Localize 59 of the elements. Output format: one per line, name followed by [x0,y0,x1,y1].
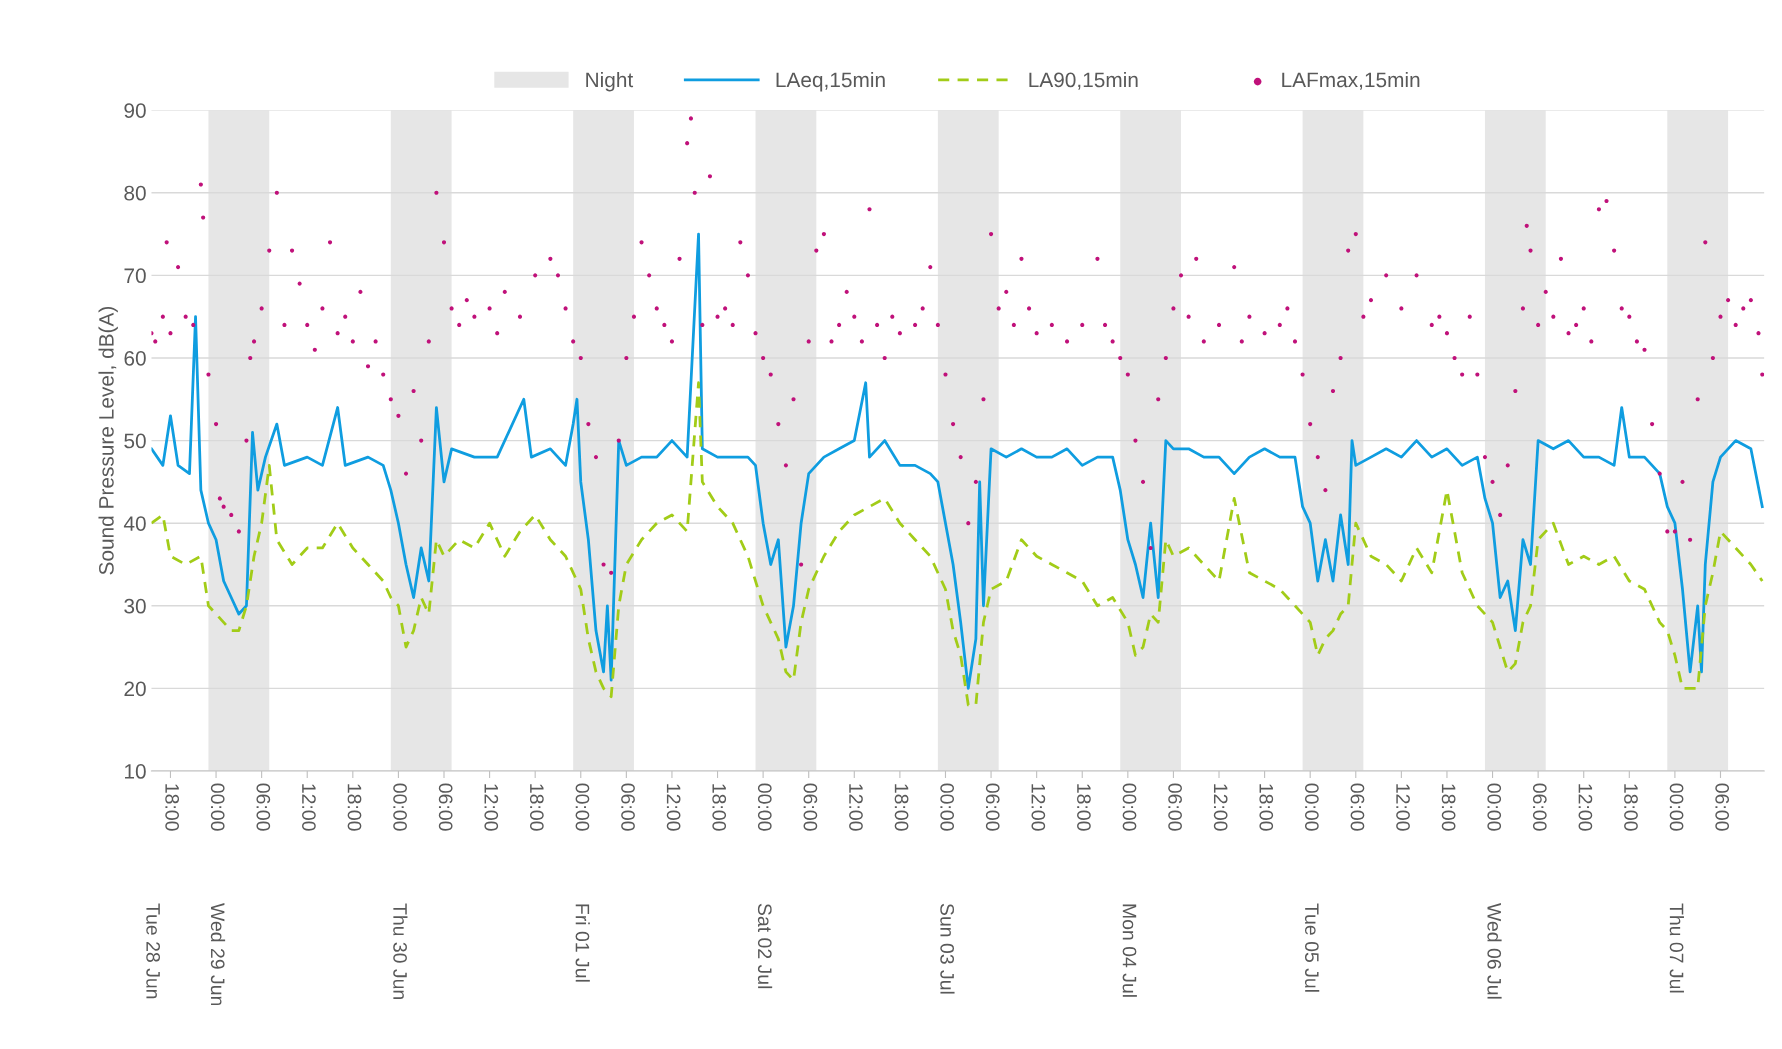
x-tick-label: 00:00 [393,783,407,831]
legend-label: LAeq,15min [776,71,885,92]
y-tick-label: 90 [124,103,146,118]
x-tick-label: 12:00 [1213,784,1228,831]
y-tick-label: 10 [125,764,146,779]
x-tick-label: 12:00 [849,784,863,831]
x-tick-label: 00:00 [940,783,955,831]
x2-tick-label: Thu 07 Jul [1669,903,1684,993]
x2-tick-label: Sat 02 Jul [757,903,773,989]
x-tick-label: 06:00 [256,783,271,831]
x2-tick-label: Wed 29 Jun [210,903,226,1006]
x-tick-label: 00:00 [210,783,225,831]
x-tick-label: 00:00 [1122,783,1137,831]
x-tick-label: 06:00 [1350,783,1365,831]
x2-tick-label: Tue 28 Jun [146,903,161,999]
x-tick-label: 18:00 [894,784,909,831]
x-tick-label: 18:00 [1259,784,1274,831]
legend-label: LAFmax,15min [1282,71,1420,90]
x-tick-label: 00:00 [1487,783,1502,831]
x2-tick-label: Mon 04 Jul [1122,904,1137,997]
x-tick-label: 00:00 [575,783,590,831]
x-tick-label: 18:00 [1624,784,1638,831]
y-tick-label: 50 [124,433,146,449]
x-tick-label: 18:00 [712,784,727,831]
y-tick-label: 80 [124,185,146,201]
x2-tick-label: Thu 30 Jun [393,903,408,999]
x-tick-label: 06:00 [803,783,818,831]
x-tick-label: 06:00 [1168,783,1182,831]
y-tick-label: 60 [124,350,146,366]
x-tick-label: 00:00 [757,783,772,831]
x2-tick-label: Sun 03 Jul [940,903,955,994]
x-tick-label: 12:00 [484,784,499,831]
x2-tick-label: Wed 06 Jul [1487,903,1502,999]
y-tick-label: 70 [124,268,146,284]
x-tick-label: 18:00 [1077,784,1091,831]
x2-tick-label: Tue 05 Jul [1304,903,1320,992]
x-tick-label: 00:00 [1669,783,1684,831]
x-tick-label: 12:00 [666,784,681,831]
x-tick-label: 18:00 [347,784,362,831]
x-tick-label: 06:00 [1715,783,1730,831]
x-tick-label: 18:00 [165,784,180,831]
x-tick-label: 00:00 [1304,783,1319,831]
x-tick-label: 18:00 [1441,784,1456,831]
x-tick-label: 18:00 [529,784,544,831]
legend-label: Night [586,71,634,92]
x-tick-label: 06:00 [1532,783,1547,831]
x-tick-label: 12:00 [1396,784,1410,831]
x-tick-label: 06:00 [438,783,453,831]
x-tick-label: 06:00 [621,783,635,831]
y-tick-label: 30 [124,598,146,614]
x2-tick-label: Fri 01 Jul [575,904,590,982]
x-tick-label: 12:00 [1031,784,1046,831]
y-axis-title: Sound Pressure Level, dB(A) [98,306,118,575]
legend-label: LA90,15min [1029,71,1138,90]
x-tick-label: 12:00 [1578,784,1593,831]
y-tick-label: 40 [123,516,146,531]
x-tick-label: 06:00 [985,783,1000,831]
x-tick-label: 12:00 [302,784,316,831]
y-tick-label: 20 [124,681,146,697]
